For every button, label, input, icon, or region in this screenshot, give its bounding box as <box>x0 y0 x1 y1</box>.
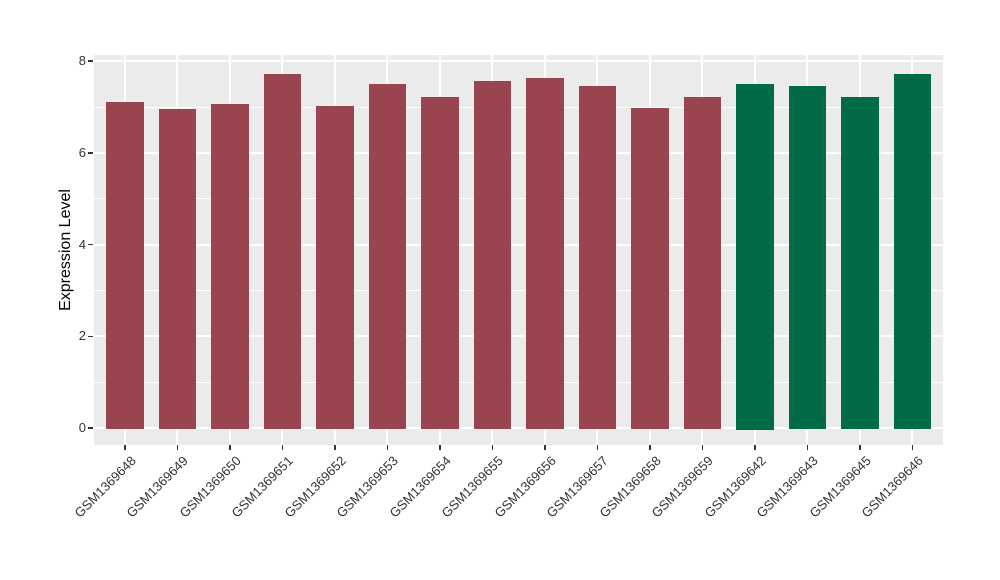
bar <box>631 107 669 430</box>
bar <box>106 102 144 430</box>
gridline-horizontal-minor <box>94 289 943 291</box>
gridline-horizontal-major <box>94 427 943 429</box>
bar <box>473 80 511 430</box>
x-tick-mark <box>911 445 913 450</box>
y-tick-mark <box>88 243 93 246</box>
bar <box>158 108 196 430</box>
bar <box>736 84 774 430</box>
gridline-horizontal-major <box>94 335 943 338</box>
x-tick-mark <box>334 445 336 450</box>
x-tick-mark <box>491 445 493 450</box>
x-tick-mark <box>124 445 126 450</box>
x-tick-mark <box>439 445 441 450</box>
gridline-horizontal-minor <box>94 198 943 200</box>
x-tick-mark <box>544 445 546 450</box>
y-tick-label: 6 <box>78 144 86 160</box>
bar <box>788 86 826 430</box>
y-tick-mark <box>88 335 93 338</box>
y-tick-label: 0 <box>78 420 86 435</box>
bar <box>893 73 931 430</box>
bar <box>316 105 354 430</box>
y-tick-label: 4 <box>78 236 86 252</box>
gridline-horizontal-minor <box>94 381 943 383</box>
y-tick-label: 8 <box>78 53 86 69</box>
y-tick-mark <box>88 60 93 62</box>
bar <box>263 74 301 430</box>
x-tick-mark <box>649 445 651 450</box>
gridline-horizontal-major <box>94 151 943 154</box>
bar <box>526 78 564 430</box>
x-tick-mark <box>281 445 283 450</box>
x-tick-mark <box>859 445 861 450</box>
bar <box>368 83 406 430</box>
plot-panel <box>94 55 943 445</box>
x-tick-mark <box>596 445 598 450</box>
bar <box>578 86 616 430</box>
x-tick-mark <box>806 445 808 450</box>
bar <box>211 104 249 430</box>
x-tick-mark <box>229 445 231 450</box>
x-tick-mark <box>754 445 756 450</box>
x-tick-mark <box>701 445 703 450</box>
bar <box>421 97 459 430</box>
y-tick-label: 2 <box>78 328 86 344</box>
gridline-horizontal-major <box>94 60 943 63</box>
x-tick-mark <box>176 445 178 450</box>
bar <box>683 97 721 430</box>
x-tick-mark <box>386 445 388 450</box>
y-tick-mark <box>88 152 93 154</box>
y-tick-mark <box>88 427 93 429</box>
gridline-horizontal-minor <box>94 106 943 108</box>
bar <box>841 96 879 430</box>
gridline-horizontal-major <box>94 243 943 246</box>
